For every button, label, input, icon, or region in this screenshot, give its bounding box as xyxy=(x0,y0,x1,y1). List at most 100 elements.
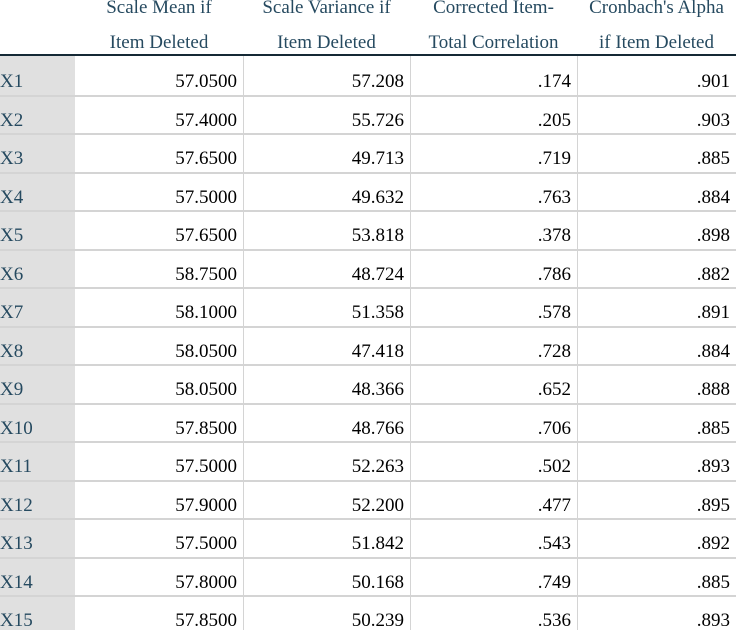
cell-value: 57.5000 xyxy=(175,456,237,477)
cell-value: 58.7500 xyxy=(175,263,237,285)
cell-value: 57.5000 xyxy=(175,186,237,208)
cell-value: .884 xyxy=(696,340,730,362)
cell-value: .884 xyxy=(696,186,730,208)
cell-value: 57.9000 xyxy=(175,494,237,516)
cell-value: 58.0500 xyxy=(175,340,237,362)
cell-value: .893 xyxy=(696,456,730,477)
row-separator xyxy=(0,210,736,212)
row-separator xyxy=(0,518,736,520)
row-header-band xyxy=(0,56,75,630)
cell-value: .901 xyxy=(696,71,730,92)
row-separator xyxy=(0,595,736,597)
row-label: X2 xyxy=(0,109,24,131)
cell-value: .885 xyxy=(696,148,730,169)
cell-value: 57.6500 xyxy=(175,148,237,169)
cell-value: .536 xyxy=(537,610,571,630)
cell-value: 57.8500 xyxy=(175,610,237,630)
cell-value: 57.208 xyxy=(351,71,404,92)
cell-value: .903 xyxy=(696,109,730,131)
row-separator xyxy=(0,325,736,328)
cell-value: 49.713 xyxy=(351,148,404,169)
cell-value: 57.4000 xyxy=(175,109,237,131)
cell-value: 50.239 xyxy=(351,610,404,630)
column-header: Total Correlation xyxy=(428,32,559,53)
cell-value: .502 xyxy=(537,456,571,477)
row-label: X5 xyxy=(0,225,24,246)
row-label: X10 xyxy=(0,417,33,439)
row-label: X12 xyxy=(0,494,33,516)
column-header: Scale Variance if xyxy=(262,0,391,18)
cell-value: 51.358 xyxy=(351,302,404,323)
row-label: X1 xyxy=(0,71,24,92)
column-separator xyxy=(410,56,411,630)
header-rule xyxy=(0,54,736,56)
column-header: Scale Mean if xyxy=(106,0,212,18)
cell-value: .205 xyxy=(537,109,571,131)
cell-value: .763 xyxy=(537,186,571,208)
cell-value: 49.632 xyxy=(351,186,404,208)
cell-value: 57.8000 xyxy=(175,571,237,593)
cell-value: .378 xyxy=(537,225,571,246)
cell-value: 52.200 xyxy=(351,494,404,516)
cell-value: .891 xyxy=(696,302,730,323)
cell-value: .174 xyxy=(537,71,571,92)
row-separator xyxy=(0,402,736,405)
cell-value: 50.168 xyxy=(351,571,404,593)
cell-value: .543 xyxy=(537,533,571,554)
cell-value: 57.8500 xyxy=(175,417,237,439)
row-label: X4 xyxy=(0,186,24,208)
cell-value: .898 xyxy=(696,225,730,246)
cell-value: .719 xyxy=(537,148,571,169)
row-label: X15 xyxy=(0,610,33,630)
cell-value: .706 xyxy=(537,417,571,439)
row-label: X7 xyxy=(0,302,24,323)
column-header: Item Deleted xyxy=(277,32,376,53)
row-separator xyxy=(0,556,736,559)
row-label: X11 xyxy=(0,456,33,477)
cell-value: .885 xyxy=(696,417,730,439)
cell-value: 51.842 xyxy=(351,533,404,554)
row-separator xyxy=(0,248,736,251)
column-header: Cronbach's Alpha xyxy=(589,0,724,18)
cell-value: 58.1000 xyxy=(175,302,237,323)
cell-value: 57.5000 xyxy=(175,533,237,554)
row-separator xyxy=(0,479,736,482)
cell-value: 55.726 xyxy=(351,109,404,131)
row-label: X8 xyxy=(0,340,24,362)
column-separator xyxy=(577,56,578,630)
cell-value: 47.418 xyxy=(351,340,404,362)
cell-value: 58.0500 xyxy=(175,379,237,400)
row-separator xyxy=(0,171,736,174)
row-separator xyxy=(0,133,736,135)
cell-value: .893 xyxy=(696,610,730,630)
cell-value: .578 xyxy=(537,302,571,323)
column-header: if Item Deleted xyxy=(598,32,714,53)
row-separator xyxy=(0,287,736,289)
cell-value: .749 xyxy=(537,571,571,593)
cell-value: 53.818 xyxy=(351,225,404,246)
row-label: X9 xyxy=(0,379,24,400)
cell-value: 57.0500 xyxy=(175,71,237,92)
row-label: X3 xyxy=(0,148,24,169)
cell-value: .728 xyxy=(537,340,571,362)
cell-value: 48.724 xyxy=(351,263,404,285)
row-label: X13 xyxy=(0,533,33,554)
row-separator xyxy=(0,364,736,366)
row-separator xyxy=(0,441,736,443)
cell-value: 48.766 xyxy=(351,417,404,439)
cell-value: .786 xyxy=(537,263,571,285)
cell-value: .895 xyxy=(696,494,730,516)
column-header: Corrected Item- xyxy=(433,0,554,18)
cell-value: .885 xyxy=(696,571,730,593)
cell-value: .882 xyxy=(696,263,730,285)
cell-value: 48.366 xyxy=(351,379,404,400)
cell-value: 52.263 xyxy=(351,456,404,477)
column-separator xyxy=(243,56,244,630)
cell-value: .888 xyxy=(696,379,730,400)
cell-value: .477 xyxy=(537,494,571,516)
row-label: X6 xyxy=(0,263,24,285)
cell-value: 57.6500 xyxy=(175,225,237,246)
column-header: Item Deleted xyxy=(109,32,209,53)
